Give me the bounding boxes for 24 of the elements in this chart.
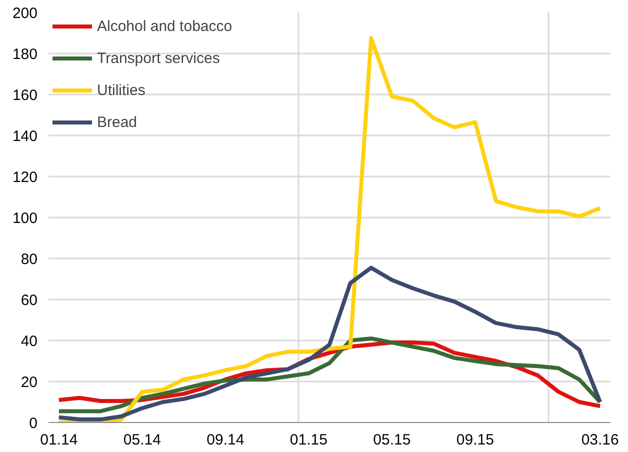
y-tick-label: 140 <box>12 128 38 145</box>
line-series <box>56 266 602 422</box>
legend-label: Bread <box>97 114 138 130</box>
y-tick-label: 20 <box>20 374 38 391</box>
x-tick-label: 09.14 <box>206 432 244 448</box>
x-tick-label: 01.14 <box>40 432 78 448</box>
legend-label: Transport services <box>97 50 220 66</box>
line-series <box>56 36 602 422</box>
x-tick-label: 05.15 <box>373 432 411 448</box>
x-tick-label: 05.14 <box>123 432 161 448</box>
x-tick-label: 03.16 <box>581 432 619 448</box>
y-tick-label: 160 <box>12 87 38 104</box>
x-tick-label: 01.15 <box>290 432 328 448</box>
y-tick-label: 40 <box>20 333 38 350</box>
legend-label: Utilities <box>97 82 146 98</box>
y-tick-label: 180 <box>12 46 38 63</box>
y-tick-label: 0 <box>29 415 38 432</box>
y-tick-label: 200 <box>12 5 38 22</box>
legend-label: Alcohol and tobacco <box>97 18 232 34</box>
y-tick-label: 120 <box>12 169 38 186</box>
y-tick-label: 100 <box>12 210 38 227</box>
y-tick-label: 60 <box>20 292 38 309</box>
y-tick-label: 80 <box>20 251 38 268</box>
x-tick-label: 09.15 <box>456 432 494 448</box>
